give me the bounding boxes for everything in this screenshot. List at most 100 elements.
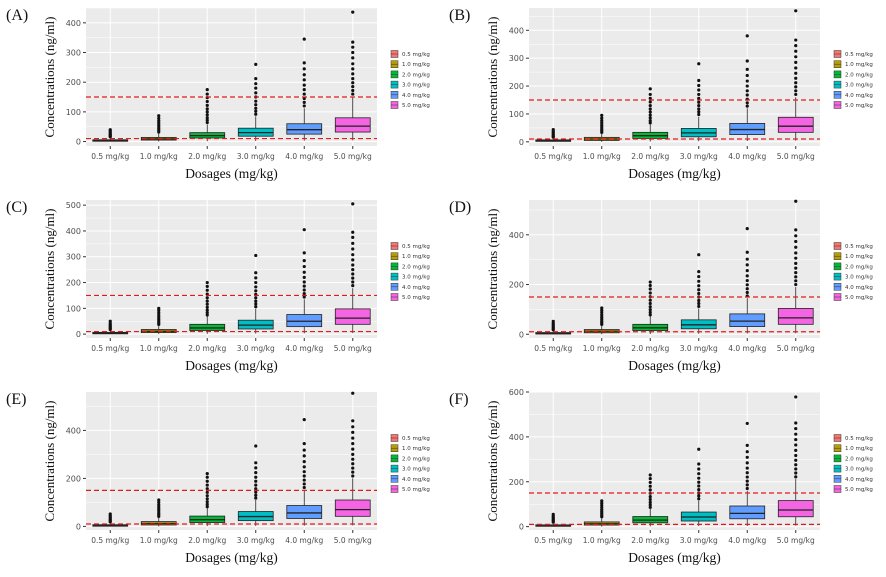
x-tick-label: 2.0 mg/kg (188, 536, 226, 545)
outlier-point (745, 269, 749, 273)
outlier-point (254, 466, 258, 470)
outlier-point (302, 228, 306, 232)
outlier-point (745, 455, 749, 459)
outlier-point (648, 484, 652, 488)
outlier-point (648, 477, 652, 481)
outlier-point (205, 311, 209, 315)
panel-label-d: (D) (449, 199, 471, 216)
outlier-point (697, 112, 701, 117)
outlier-point (745, 443, 749, 448)
chart-panel-d: (D) 0 200 400 0.5 mg/kg 1.0 mg/kg 2.0 mg/kg 3.0… (449, 199, 873, 373)
outlier-point (205, 92, 209, 96)
outlier-point (794, 395, 798, 399)
y-tick-label: 300 (66, 253, 81, 262)
outlier-point (302, 288, 306, 292)
outlier-point (205, 116, 209, 120)
y-tick-label: 100 (66, 108, 81, 117)
panel-label-a: (A) (6, 7, 28, 24)
y-tick-label: 0 (76, 522, 81, 531)
outlier-point (794, 71, 798, 75)
outlier-point (302, 280, 306, 284)
outlier-point (745, 274, 749, 278)
outlier-point (745, 483, 749, 487)
outlier-point (254, 271, 258, 275)
outlier-point (302, 474, 306, 478)
outlier-point (648, 308, 652, 312)
legend-label: 5.0 mg/kg (845, 295, 873, 301)
outlier-point (254, 483, 258, 487)
plot-background (529, 8, 820, 146)
outlier-point (351, 235, 355, 240)
outlier-point (157, 114, 161, 118)
outlier-point (254, 91, 258, 95)
outlier-point (794, 279, 798, 283)
box-4-0-mg-kg (729, 505, 766, 520)
y-axis-title: Concentrations (ng/ml) (42, 401, 57, 522)
outlier-point (794, 261, 798, 266)
outlier-point (254, 82, 258, 86)
outlier-point (254, 487, 258, 491)
outlier-point (648, 298, 652, 302)
outlier-point (697, 62, 701, 66)
x-tick-label: 0.5 mg/kg (91, 152, 129, 161)
outlier-point (351, 81, 355, 85)
outlier-point (745, 263, 749, 267)
plot-background (86, 200, 377, 338)
legend-label: 2.0 mg/kg (845, 264, 873, 270)
outlier-point (254, 103, 258, 107)
legend-label: 3.0 mg/kg (402, 275, 430, 281)
legend-label: 3.0 mg/kg (845, 467, 873, 473)
outlier-point (745, 73, 749, 78)
x-axis-title: Dosages (mg/kg) (628, 166, 721, 181)
outlier-point (600, 308, 604, 312)
legend-label: 0.5 mg/kg (845, 244, 873, 250)
outlier-point (351, 247, 355, 251)
outlier-point (157, 311, 161, 315)
outlier-point (351, 276, 355, 280)
outlier-point (351, 430, 355, 434)
y-tick-label: 0 (519, 138, 524, 147)
outlier-point (745, 450, 749, 454)
outlier-point (351, 40, 355, 44)
legend-label: 1.0 mg/kg (845, 62, 873, 68)
outlier-point (697, 462, 701, 466)
outlier-point (254, 77, 258, 81)
outlier-point (697, 100, 701, 104)
x-axis-title: Dosages (mg/kg) (628, 550, 721, 565)
outlier-point (794, 463, 798, 467)
outlier-point (205, 505, 209, 509)
outlier-point (648, 305, 652, 309)
legend-label: 1.0 mg/kg (402, 254, 430, 260)
legend-label: 2.0 mg/kg (845, 72, 873, 78)
outlier-point (697, 298, 701, 303)
legend-label: 4.0 mg/kg (845, 477, 873, 483)
x-axis-title: Dosages (mg/kg) (628, 358, 721, 373)
outlier-point (648, 301, 652, 306)
outlier-point (302, 485, 306, 490)
outlier-point (794, 443, 798, 447)
outlier-point (697, 304, 701, 309)
legend-label: 1.0 mg/kg (402, 62, 430, 68)
outlier-point (794, 55, 798, 59)
outlier-point (205, 302, 209, 306)
chart-panel-a: (A) 0 100 200 300 400 0.5 mg/kg 1.0 mg/kg 2.0 mg… (6, 7, 430, 181)
y-tick-label: 500 (66, 201, 81, 210)
outlier-point (697, 488, 701, 492)
outlier-point (254, 99, 258, 103)
outlier-point (157, 500, 161, 504)
outlier-point (600, 121, 604, 125)
outlier-point (302, 470, 306, 474)
outlier-point (745, 104, 749, 108)
outlier-point (254, 471, 258, 475)
outlier-point (600, 505, 604, 510)
outlier-point (794, 76, 798, 80)
outlier-point (697, 103, 701, 108)
panel-c: (C) 0 100 200 300 400 500 0.5 mg/kg 1.0 mg/kg 2.0… (0, 192, 443, 384)
outlier-point (794, 44, 798, 48)
y-axis-title: Concentrations (ng/ml) (42, 17, 57, 138)
outlier-point (302, 78, 306, 82)
outlier-point (205, 502, 209, 506)
outlier-point (794, 199, 798, 203)
outlier-point (745, 79, 749, 83)
box-5-0-mg-kg (334, 499, 371, 517)
